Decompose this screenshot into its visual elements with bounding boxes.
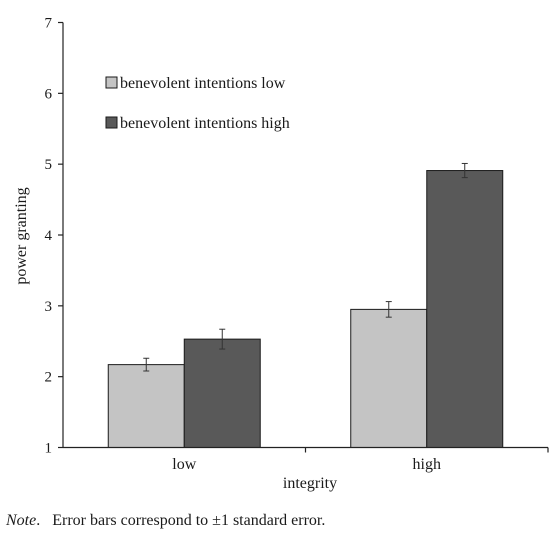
bar [350,308,428,448]
bar [426,170,504,449]
y-axis-label: power granting [13,187,30,284]
legend-swatch [105,116,118,129]
legend: benevolent intentions low benevolent inte… [105,75,290,132]
y-axis: 1 2 3 4 5 6 7 [45,16,64,457]
y-tick-label: 5 [45,157,53,173]
x-tick-label: high [413,456,441,473]
legend-label: benevolent intentions high [120,115,290,132]
bar [107,364,185,448]
x-axis-label: integrity [283,475,337,492]
y-tick-label: 1 [45,441,53,457]
bar-chart: 1 2 3 4 5 6 7 low high benevolent intentions lo… [13,16,549,492]
legend-label: benevolent intentions low [120,75,286,92]
bars [107,162,504,449]
note-text: Error bars correspond to ±1 standard err… [52,512,326,529]
note-period: . [36,512,53,529]
y-tick-label: 3 [45,299,53,315]
x-axis: low high [63,446,549,473]
note-label: Note [6,512,37,529]
figure-note: Note. Error bars correspond to ±1 standa… [6,512,325,530]
legend-swatch [105,76,118,89]
x-tick-label: low [172,456,196,473]
y-tick-label: 2 [45,370,53,386]
y-tick-label: 6 [45,86,53,102]
bar [183,338,261,448]
y-tick-label: 4 [45,228,53,244]
y-tick-label: 7 [45,16,53,32]
